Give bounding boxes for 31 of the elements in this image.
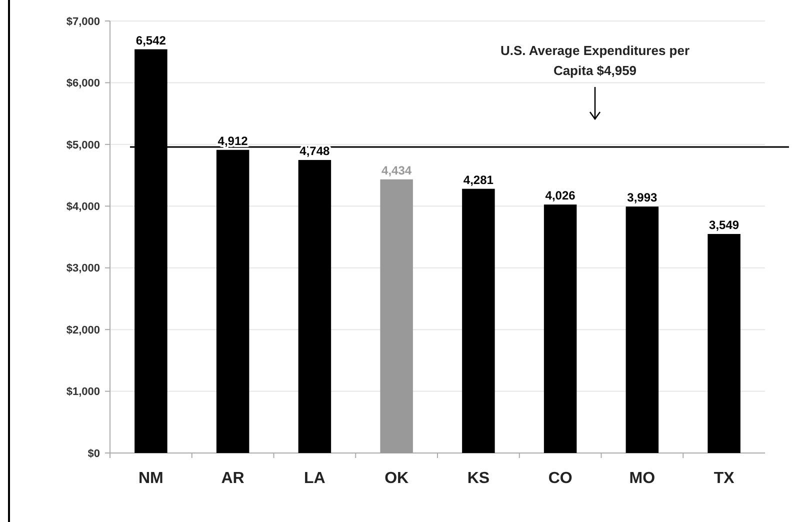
data-label: 6,542 xyxy=(136,33,166,48)
x-tick-label: AR xyxy=(221,470,245,487)
x-tick-label: NM xyxy=(138,470,164,487)
bar xyxy=(216,150,250,453)
data-label: 4,912 xyxy=(218,134,248,148)
y-tick-label: $4,000 xyxy=(66,200,100,213)
x-tick-label: LA xyxy=(304,470,326,487)
data-label: 4,434 xyxy=(382,163,412,178)
x-tick-label: CO xyxy=(548,470,572,487)
y-tick-label: $3,000 xyxy=(66,262,100,275)
x-tick-label: MO xyxy=(629,470,656,487)
ref-line-label: U.S. Average Expenditures per Capita $4,959 xyxy=(500,42,690,78)
bar xyxy=(544,204,577,453)
y-tick-label: $6,000 xyxy=(66,78,100,90)
x-tick-label: TX xyxy=(714,470,735,487)
y-tick-label: $1,000 xyxy=(66,386,100,398)
y-tick-label: $0 xyxy=(88,448,100,460)
data-label: 4,281 xyxy=(463,172,494,187)
y-tick-label: $5,000 xyxy=(66,139,100,152)
y-tick-label: $2,000 xyxy=(66,324,100,336)
x-tick-label: KS xyxy=(467,470,490,487)
data-label: 4,026 xyxy=(545,188,576,203)
bar xyxy=(708,234,740,453)
bar xyxy=(462,188,495,453)
bar xyxy=(626,206,659,453)
y-tick-label: $7,000 xyxy=(66,16,100,28)
data-label: 3,549 xyxy=(709,218,740,232)
bar xyxy=(380,179,413,453)
x-tick-label: OK xyxy=(384,470,410,487)
bar xyxy=(298,160,332,453)
data-label: 3,993 xyxy=(627,190,658,205)
